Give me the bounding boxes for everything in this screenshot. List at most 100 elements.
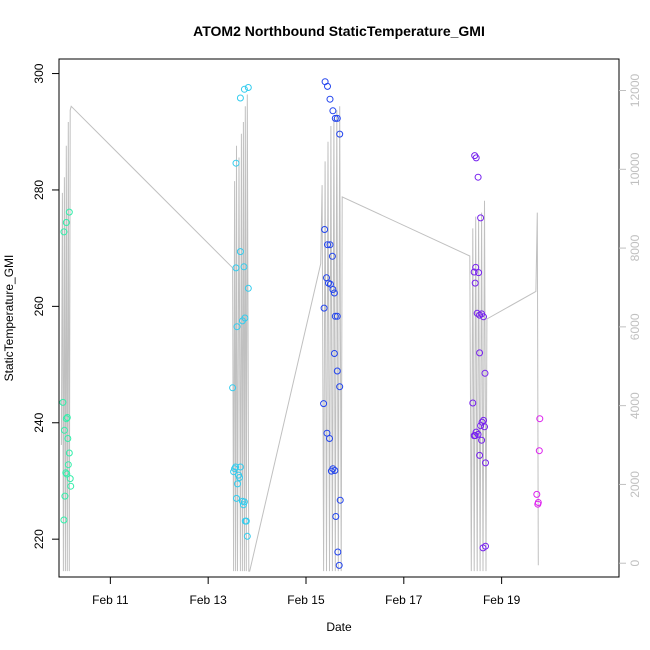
x-tick-label: Feb 11 [92, 593, 129, 607]
y-axis-right: 0 2000 4000 6000 8000 10000 12000 [619, 74, 642, 567]
scatter-point [331, 467, 339, 474]
scatter-point [66, 475, 74, 483]
scatter-point [536, 415, 544, 423]
y-axis-label: StaticTemperature_GMI [2, 255, 16, 382]
scatter-point [472, 428, 480, 436]
scatter-point [329, 465, 337, 473]
scatter-point [533, 490, 541, 498]
secondary-series-line [60, 94, 539, 572]
scatter-point [244, 84, 252, 91]
scatter-point [63, 470, 71, 478]
scatter-point [477, 214, 485, 222]
y-tick-label: 300 [32, 63, 46, 83]
y-tick-label: 240 [32, 412, 46, 432]
scatter-point [324, 241, 331, 249]
scatter-point [534, 499, 542, 506]
scatter-point [472, 263, 480, 271]
scatter-point [478, 436, 486, 444]
scatter-point [477, 422, 485, 430]
scatter-point [59, 398, 67, 406]
scatter-point [476, 349, 484, 357]
scatter-point [535, 447, 543, 455]
scatter-point [240, 498, 248, 506]
scatter-point [333, 367, 341, 375]
x-axis: Feb 11 Feb 13 Feb 15 Feb 17 Feb 19 [92, 577, 521, 607]
x-tick-label: Feb 13 [189, 593, 227, 607]
scatter-point [481, 423, 488, 431]
scatter-point [475, 269, 483, 277]
scatter-point [330, 289, 338, 297]
scatter-point [232, 463, 240, 471]
scatter-point [329, 107, 337, 115]
scatter-point [481, 369, 489, 377]
y2-tick-label: 4000 [628, 392, 642, 419]
scatter-point [62, 469, 70, 477]
scatter-point [232, 159, 240, 167]
scatter-point [229, 384, 237, 392]
scatter-point [331, 114, 339, 122]
scatter-point [234, 480, 241, 488]
y-tick-label: 260 [32, 296, 46, 316]
scatter-point [336, 130, 344, 138]
scatter-point [236, 474, 243, 481]
scatter-point [65, 208, 73, 216]
scatter-point [333, 114, 341, 122]
scatter-point [61, 492, 69, 500]
scatter-point [232, 264, 240, 272]
scatter-point [244, 284, 252, 292]
scatter-point [331, 312, 339, 320]
scatter-point [230, 468, 238, 476]
scatter-point [472, 154, 480, 162]
x-axis-label: Date [326, 620, 352, 634]
scatter-points-group [59, 78, 544, 569]
scatter-point [332, 513, 340, 520]
scatter-point [67, 482, 75, 490]
scatter-point [63, 414, 71, 421]
y2-tick-label: 0 [628, 560, 642, 567]
scatter-point [336, 383, 344, 391]
y2-tick-label: 2000 [628, 471, 642, 498]
scatter-point [326, 435, 333, 442]
scatter-point [62, 415, 70, 423]
plot-frame [58, 58, 620, 578]
scatter-point [240, 85, 248, 93]
secondary-series-line-group [60, 94, 539, 572]
scatter-point [64, 435, 72, 442]
y-tick-label: 220 [32, 529, 46, 549]
y2-tick-label: 6000 [628, 313, 642, 340]
scatter-point [233, 494, 240, 502]
scatter-point [329, 286, 337, 293]
scatter-point [471, 279, 479, 287]
scatter-point [60, 516, 68, 524]
scatter-point [470, 268, 478, 276]
y-axis-left: 220 240 260 280 300 [32, 63, 59, 549]
scatter-point [334, 548, 342, 556]
scatter-point [236, 463, 244, 471]
scatter-point [336, 496, 344, 504]
y2-tick-label: 10000 [628, 152, 642, 186]
x-tick-label: Feb 19 [483, 593, 521, 607]
scatter-point [239, 501, 247, 509]
chart-title: ATOM2 Northbound StaticTemperature_GMI [193, 23, 485, 39]
y2-tick-label: 12000 [628, 74, 642, 108]
scatter-point [482, 459, 489, 467]
scatter-point [60, 426, 68, 434]
scatter-point [64, 461, 72, 469]
scatter-point [330, 350, 338, 357]
scatter-point [60, 228, 68, 236]
scatter-point [233, 323, 241, 331]
x-tick-label: Feb 15 [287, 593, 325, 607]
scatter-point [62, 219, 70, 226]
scatter-point [326, 241, 334, 249]
scatter-point [236, 248, 244, 256]
scatter-point [474, 430, 482, 438]
x-tick-label: Feb 17 [385, 593, 423, 607]
scatter-point [476, 451, 484, 459]
scatter-point [236, 94, 244, 102]
scatter-point [242, 517, 250, 525]
y2-tick-label: 8000 [628, 234, 642, 261]
scatter-point [480, 313, 487, 321]
scatter-point [474, 173, 482, 181]
scatter-point [321, 226, 329, 233]
